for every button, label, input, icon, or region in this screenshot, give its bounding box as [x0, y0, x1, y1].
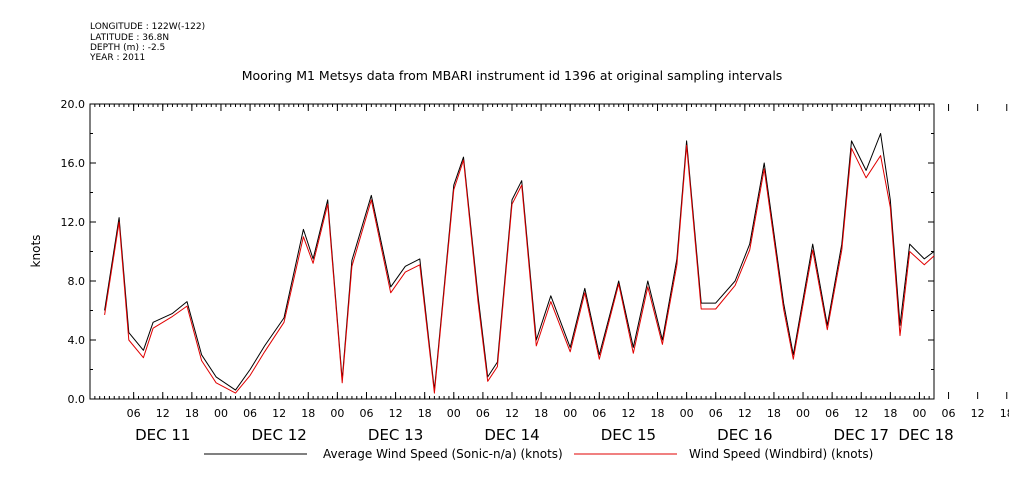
latitude-label: LATITUDE : 36.8N [90, 33, 169, 43]
series-layer [104, 133, 935, 394]
y-tick-label: 20.0 [61, 98, 86, 111]
x-day-label: DEC 16 [717, 426, 772, 444]
x-tick-label: 06 [243, 407, 257, 420]
x-tick-label: 18 [1000, 407, 1009, 420]
x-tick-label: 18 [185, 407, 199, 420]
x-tick-label: 00 [680, 407, 694, 420]
y-tick-label: 4.0 [68, 334, 86, 347]
x-tick-label: 18 [301, 407, 315, 420]
x-axis: 06 12 18 00 06 12 18 00 06 12 18 00 06 12 18 00 06 12 18 00… [127, 104, 1009, 444]
x-day-label: DEC 12 [251, 426, 306, 444]
x-tick-label: 00 [447, 407, 461, 420]
x-day-label: DEC 17 [834, 426, 889, 444]
x-day-label: DEC 13 [368, 426, 423, 444]
x-tick-label: 18 [651, 407, 665, 420]
x-tick-label: 06 [476, 407, 490, 420]
chart-title: Mooring M1 Metsys data from MBARI instru… [242, 68, 783, 83]
depth-label: DEPTH (m) : -2.5 [90, 43, 165, 53]
y-tick-label: 12.0 [61, 216, 86, 229]
x-tick-label: 06 [942, 407, 956, 420]
x-tick-label: 12 [621, 407, 635, 420]
x-day-label: DEC 18 [898, 426, 953, 444]
y-tick-label: 8.0 [68, 275, 86, 288]
x-tick-label: 12 [272, 407, 286, 420]
x-tick-label: 18 [883, 407, 897, 420]
x-tick-label: 12 [971, 407, 985, 420]
plot-frame [89, 103, 935, 400]
x-tick-label: 00 [330, 407, 344, 420]
y-tick-label: 16.0 [61, 157, 86, 170]
x-tick-label: 06 [825, 407, 839, 420]
x-tick-label: 18 [767, 407, 781, 420]
header-info: LONGITUDE : 122W(-122) LATITUDE : 36.8N … [89, 22, 205, 63]
legend-label-windbird: Wind Speed (Windbird) (knots) [689, 447, 873, 461]
x-tick-label: 12 [156, 407, 170, 420]
x-day-label: DEC 14 [484, 426, 539, 444]
x-tick-label: 06 [127, 407, 141, 420]
x-tick-label: 12 [854, 407, 868, 420]
x-day-label: DEC 11 [135, 426, 190, 444]
x-tick-label: 12 [505, 407, 519, 420]
year-label: YEAR : 2011 [89, 53, 145, 63]
longitude-label: LONGITUDE : 122W(-122) [90, 22, 205, 32]
x-tick-label: 00 [214, 407, 228, 420]
series-line-avg [104, 133, 935, 391]
x-tick-label: 00 [912, 407, 926, 420]
x-tick-label: 06 [709, 407, 723, 420]
x-day-label: DEC 15 [601, 426, 656, 444]
x-tick-label: 18 [534, 407, 548, 420]
x-minor-ticks [94, 104, 930, 399]
legend-label-avg: Average Wind Speed (Sonic-n/a) (knots) [323, 447, 563, 461]
y-axis: 0.0 4.0 8.0 12.0 16.0 20.0 [61, 98, 934, 406]
x-tick-label: 12 [389, 407, 403, 420]
y-tick-label: 0.0 [68, 393, 86, 406]
y-axis-label: knots [29, 235, 43, 268]
series-line-windbird [104, 144, 935, 394]
x-tick-label: 06 [359, 407, 373, 420]
x-tick-label: 12 [738, 407, 752, 420]
x-tick-label: 06 [592, 407, 606, 420]
x-tick-label: 00 [563, 407, 577, 420]
legend: Average Wind Speed (Sonic-n/a) (knots) W… [204, 447, 873, 461]
x-tick-label: 00 [796, 407, 810, 420]
x-tick-label: 18 [418, 407, 432, 420]
